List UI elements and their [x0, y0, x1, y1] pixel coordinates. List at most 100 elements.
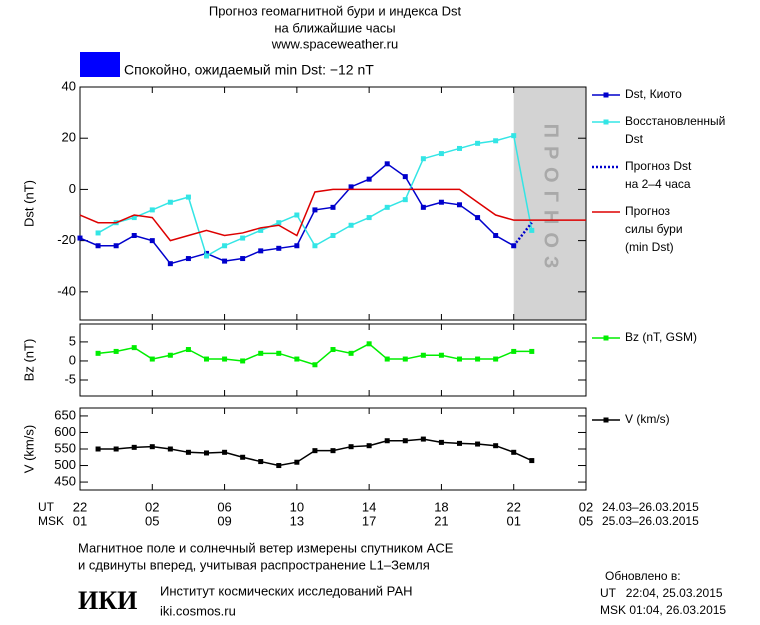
data-point: [330, 233, 336, 239]
y-axis-label: Bz (nT): [21, 339, 36, 382]
data-point: [240, 256, 246, 262]
data-point: [475, 356, 481, 362]
data-point: [294, 459, 300, 465]
plot-frame: [79, 323, 587, 397]
data-point: [222, 258, 228, 264]
data-point: [185, 449, 191, 455]
ut-label: UT: [38, 500, 55, 514]
data-point: [276, 245, 282, 251]
legend-label: V (km/s): [625, 412, 670, 426]
data-point: [493, 356, 499, 362]
y-tick-label: 20: [62, 130, 76, 145]
data-point: [113, 446, 119, 452]
data-point: [475, 215, 481, 221]
legend-marker: [603, 335, 609, 341]
data-point: [384, 161, 390, 167]
data-point: [222, 356, 228, 362]
data-point: [185, 194, 191, 200]
data-point: [366, 443, 372, 449]
data-point: [149, 207, 155, 213]
x-tick-label-msk: 09: [217, 513, 231, 528]
data-point: [95, 230, 101, 236]
x-tick-label: 02: [145, 499, 159, 514]
data-point: [167, 352, 173, 358]
title: Прогноз геомагнитной бури и индекса Dst: [209, 3, 462, 18]
institute: Институт космических исследований РАН: [160, 583, 413, 598]
data-point: [167, 261, 173, 267]
y-axis-label: V (km/s): [21, 425, 36, 473]
data-point: [131, 233, 137, 239]
data-point: [457, 356, 462, 362]
data-point: [185, 256, 191, 262]
data-point: [384, 204, 390, 210]
x-tick-label: 18: [434, 499, 448, 514]
data-point: [330, 204, 336, 210]
data-point: [457, 440, 462, 446]
x-tick-label-msk: 13: [290, 513, 304, 528]
x-tick-label-msk: 01: [506, 513, 520, 528]
plot-frame: [79, 86, 587, 321]
data-point: [348, 222, 354, 228]
data-point: [384, 356, 390, 362]
data-point: [348, 444, 354, 450]
msk-label: MSK: [38, 514, 64, 528]
data-point: [131, 444, 137, 450]
x-tick-label-msk: 05: [145, 513, 159, 528]
x-tick-label: 10: [290, 499, 304, 514]
data-point: [258, 350, 264, 356]
legend-label: Восстановленный: [625, 114, 725, 128]
data-point: [240, 454, 246, 460]
data-point: [204, 356, 209, 362]
legend-label: силы бури: [625, 222, 683, 236]
x-tick-label-msk: 17: [362, 513, 376, 528]
data-point: [95, 243, 101, 249]
x-tick-label: 22: [506, 499, 520, 514]
data-point: [294, 212, 300, 218]
series-line: [79, 188, 586, 242]
x-tick-label: 14: [362, 499, 376, 514]
data-point: [167, 446, 173, 452]
data-point: [457, 202, 462, 208]
legend-label: Dst: [625, 132, 644, 146]
x-tick-label-msk: 05: [579, 513, 593, 528]
data-point: [185, 347, 191, 353]
forecast-label: ПРОГНОЗ: [540, 124, 562, 277]
y-tick-label: -40: [57, 283, 76, 298]
footer-note: и сдвинуты вперед, учитывая распростране…: [78, 557, 430, 572]
data-point: [258, 248, 264, 254]
title: www.spaceweather.ru: [271, 36, 398, 51]
y-tick-label: -20: [57, 232, 76, 247]
data-point: [475, 441, 481, 447]
y-tick-label: 650: [54, 407, 76, 422]
site: iki.cosmos.ru: [160, 603, 236, 618]
updated-label: Обновлено в:: [605, 569, 681, 583]
data-point: [438, 151, 444, 157]
data-point: [493, 138, 499, 144]
y-tick-label: 500: [54, 457, 76, 472]
y-axis-label: Dst (nT): [21, 180, 36, 227]
data-point: [312, 207, 318, 213]
data-point: [204, 450, 209, 456]
data-point: [529, 227, 535, 233]
data-point: [402, 197, 408, 203]
data-point: [131, 345, 137, 351]
y-tick-label: 40: [62, 78, 76, 93]
series-line: [512, 221, 533, 247]
data-point: [149, 356, 155, 362]
data-point: [204, 250, 209, 256]
data-point: [457, 145, 462, 151]
forecast-band: [513, 87, 586, 320]
data-point: [312, 448, 318, 454]
y-tick-label: 550: [54, 440, 76, 455]
data-point: [475, 140, 481, 146]
legend-marker: [603, 119, 609, 125]
msk-range: 25.03–26.03.2015: [602, 514, 699, 528]
data-point: [420, 204, 426, 210]
data-point: [294, 243, 300, 249]
data-point: [149, 238, 155, 244]
data-point: [77, 235, 83, 241]
data-point: [402, 356, 408, 362]
data-point: [113, 243, 119, 249]
data-point: [276, 220, 282, 226]
data-point: [420, 352, 426, 358]
